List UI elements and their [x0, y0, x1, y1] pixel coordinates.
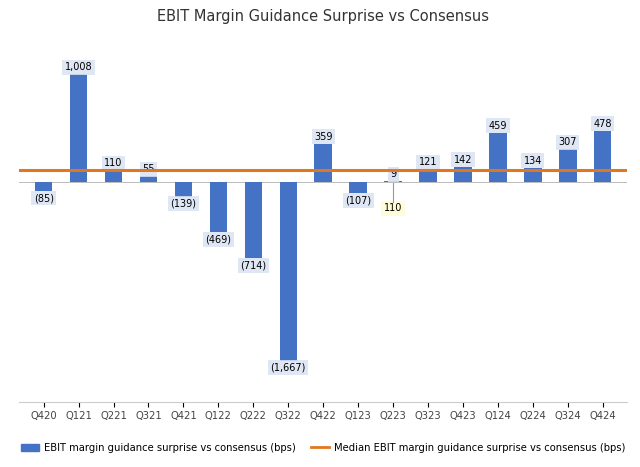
- Bar: [489, 133, 507, 182]
- Text: 478: 478: [593, 119, 612, 129]
- Text: (85): (85): [34, 193, 54, 203]
- Text: 142: 142: [454, 155, 472, 165]
- Bar: [35, 182, 52, 191]
- Bar: [524, 168, 541, 182]
- Text: 307: 307: [559, 137, 577, 147]
- Legend: EBIT margin guidance surprise vs consensus (bps), Median EBIT margin guidance su: EBIT margin guidance surprise vs consens…: [17, 439, 629, 457]
- Bar: [314, 143, 332, 182]
- Text: 110: 110: [384, 204, 403, 213]
- Bar: [244, 182, 262, 259]
- Bar: [280, 182, 297, 361]
- Text: (1,667): (1,667): [271, 362, 306, 373]
- Text: (107): (107): [345, 195, 371, 205]
- Text: 459: 459: [489, 121, 507, 131]
- Text: 134: 134: [524, 156, 542, 166]
- Bar: [70, 74, 87, 182]
- Bar: [140, 176, 157, 182]
- Bar: [454, 167, 472, 182]
- Bar: [419, 169, 436, 182]
- Title: EBIT Margin Guidance Surprise vs Consensus: EBIT Margin Guidance Surprise vs Consens…: [157, 9, 489, 24]
- Text: (469): (469): [205, 234, 232, 244]
- Text: 110: 110: [104, 158, 123, 168]
- Text: (714): (714): [240, 261, 266, 270]
- Text: 9: 9: [390, 169, 396, 179]
- Bar: [559, 149, 577, 182]
- Bar: [105, 170, 122, 182]
- Text: 359: 359: [314, 132, 332, 142]
- Bar: [175, 182, 192, 197]
- Bar: [594, 131, 611, 182]
- Bar: [385, 181, 402, 182]
- Text: 121: 121: [419, 157, 437, 167]
- Text: (139): (139): [170, 199, 196, 209]
- Bar: [210, 182, 227, 232]
- Text: 1,008: 1,008: [65, 62, 92, 72]
- Text: 55: 55: [142, 164, 155, 174]
- Bar: [349, 182, 367, 193]
